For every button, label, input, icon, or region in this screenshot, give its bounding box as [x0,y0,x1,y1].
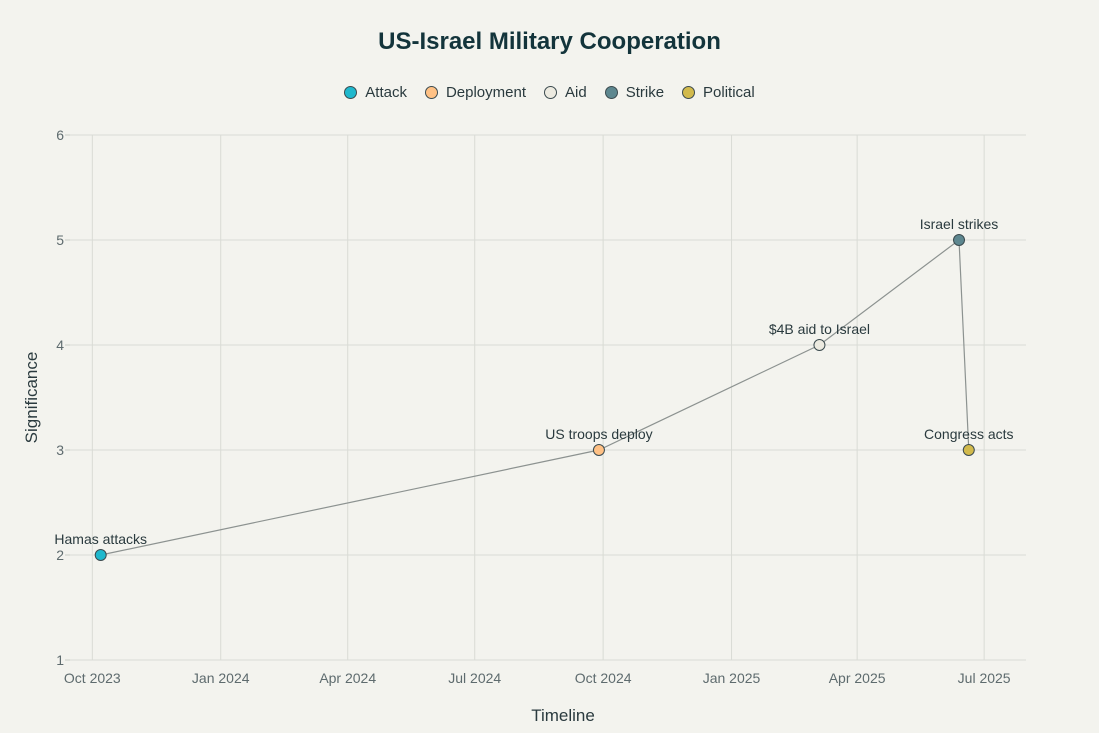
legend-swatch [604,86,618,99]
series-line [100,238,970,556]
x-tick-label: Jan 2024 [192,670,250,686]
legend: Attack Deployment Aid Strike Political [0,84,1099,101]
data-label: US troops deploy [545,426,652,442]
y-tick-label: 3 [56,442,64,458]
x-tick-label: Oct 2024 [575,670,632,686]
x-tick-label: Jul 2025 [958,670,1011,686]
legend-item[interactable]: Political [682,84,755,101]
data-label: Congress acts [924,426,1013,442]
data-point [962,444,975,456]
legend-label: Political [703,84,755,101]
legend-swatch [424,86,438,99]
x-tick-label: Apr 2025 [829,670,886,686]
legend-label: Strike [625,84,665,101]
chart-title: US-Israel Military Cooperation [378,28,721,55]
legend-swatch [544,86,557,99]
data-point [592,444,605,456]
x-tick-label: Jul 2024 [448,670,501,686]
legend-label: Aid [565,84,587,101]
legend-item[interactable]: Deployment [424,84,526,101]
data-point [813,339,826,351]
x-tick-label: Apr 2024 [319,670,376,686]
y-tick-label: 6 [56,127,64,143]
y-axis-title: Significance [22,352,41,444]
legend-swatch [682,86,696,99]
y-tick-label: 2 [56,547,64,563]
legend-label: Attack [365,84,407,101]
data-label: Israel strikes [920,216,999,232]
y-tick-label: 1 [56,652,64,668]
x-tick-label: Jan 2025 [703,670,761,686]
legend-item[interactable]: Strike [604,84,665,101]
legend-item[interactable]: Attack [344,84,407,101]
legend-swatch [344,86,358,99]
y-tick-label: 4 [56,337,64,353]
y-tick-label: 5 [56,232,64,248]
data-point [94,549,107,561]
x-tick-label: Oct 2023 [64,670,121,686]
legend-label: Deployment [445,84,526,101]
legend-item[interactable]: Aid [544,84,587,101]
data-label: $4B aid to Israel [769,321,870,337]
data-point [953,234,966,246]
x-axis-title: Timeline [531,706,595,725]
data-label: Hamas attacks [54,531,147,547]
